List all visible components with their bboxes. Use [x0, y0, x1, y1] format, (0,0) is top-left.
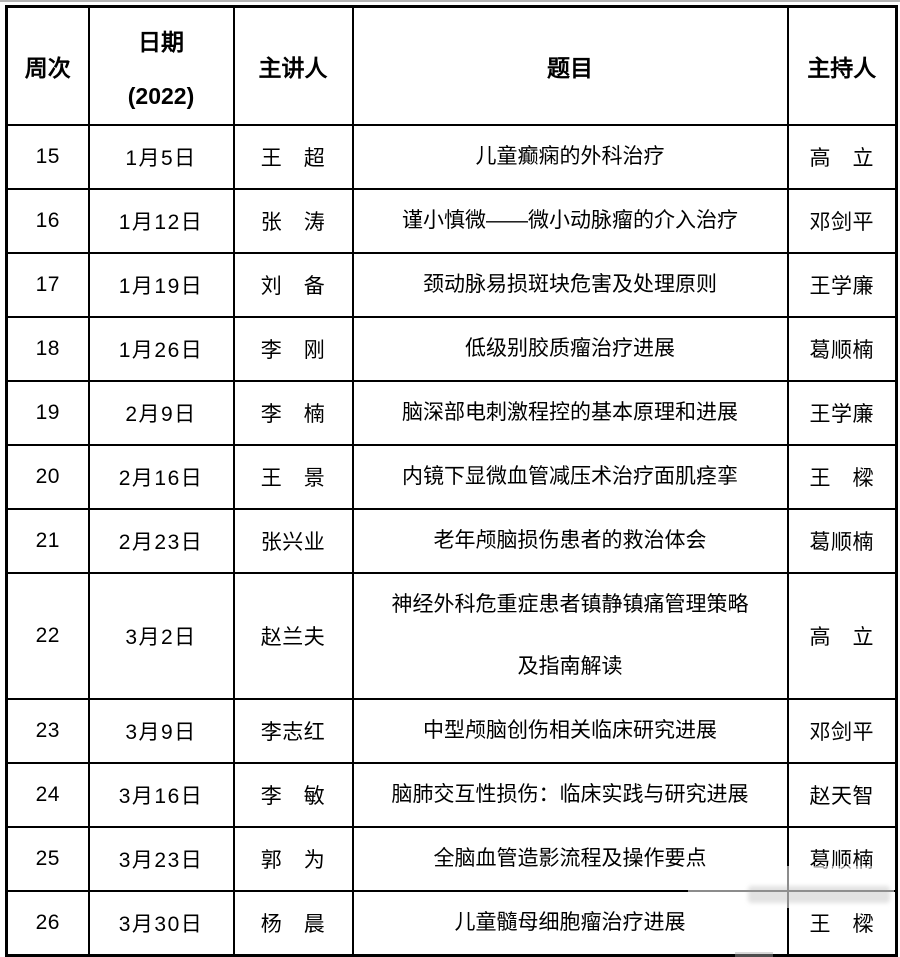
cell-date: 3月9日 [87, 698, 235, 764]
cell-date: 1月12日 [87, 188, 235, 254]
cell-speaker: 杨 晨 [232, 890, 354, 957]
table-row: 21 2月23日 张兴业 老年颅脑损伤患者的救治体会 葛顺楠 [5, 508, 898, 574]
cell-week: 26 [5, 890, 90, 957]
cell-speaker: 李 刚 [232, 316, 354, 382]
table-row: 22 3月2日 赵兰夫 神经外科危重症患者镇静镇痛管理策略 及指南解读高 立 [5, 572, 898, 700]
header-host: 主持人 [786, 5, 898, 126]
cell-host: 邓剑平 [786, 188, 898, 254]
table-row: 26 3月30日杨 晨儿童髓母细胞瘤治疗进展王 樑 [5, 890, 898, 957]
table-row: 16 1月12日张 涛谨小慎微——微小动脉瘤的介入治疗 邓剑平 [5, 188, 898, 254]
header-host-label: 主持人 [807, 55, 877, 81]
cell-date: 3月30日 [87, 890, 235, 957]
cell-title: 儿童髓母细胞瘤治疗进展 [351, 890, 789, 957]
cell-speaker: 张兴业 [232, 508, 354, 574]
cell-host: 王 樑 [786, 890, 898, 957]
cell-speaker: 刘 备 [232, 252, 354, 318]
table-row: 20 2月16日王 景内镜下显微血管减压术治疗面肌痉挛王 樑 [5, 444, 898, 510]
cell-speaker: 李 敏 [232, 762, 354, 828]
cell-date: 1月5日 [87, 124, 235, 190]
cell-speaker: 王 超 [232, 124, 354, 190]
cell-week: 17 [5, 252, 90, 318]
table-row: 24 3月16日李 敏脑肺交互性损伤：临床实践与研究进展 赵天智 [5, 762, 898, 828]
cell-speaker: 李志红 [232, 698, 354, 764]
table-row: 15 1月5日王 超儿童癫痫的外科治疗高 立 [5, 124, 898, 190]
cell-host: 赵天智 [786, 762, 898, 828]
header-date-year: (2022) [127, 82, 195, 109]
header-title: 题目 [351, 5, 789, 126]
header-week: 周次 [5, 5, 90, 126]
cell-title: 谨小慎微——微小动脉瘤的介入治疗 [351, 188, 789, 254]
cell-host: 王学廉 [786, 380, 898, 446]
cell-week: 18 [5, 316, 90, 382]
header-speaker-label: 主讲人 [258, 55, 328, 81]
cell-speaker: 王 景 [232, 444, 354, 510]
cell-date: 2月23日 [87, 508, 235, 574]
cell-date: 2月9日 [87, 380, 235, 446]
cell-title: 中型颅脑创伤相关临床研究进展 [351, 698, 789, 764]
cell-date: 3月23日 [87, 826, 235, 892]
table-row: 23 3月9日 李志红 中型颅脑创伤相关临床研究进展 邓剑平 [5, 698, 898, 764]
header-date-label: 日期 [138, 28, 184, 55]
cell-speaker: 赵兰夫 [232, 572, 354, 700]
cell-host: 王 樑 [786, 444, 898, 510]
cell-week: 16 [5, 188, 90, 254]
header-row: 周次 日期 (2022) 主讲人 题目 主持人 [5, 5, 898, 126]
cell-host: 高 立 [786, 124, 898, 190]
cell-title: 脑肺交互性损伤：临床实践与研究进展 [351, 762, 789, 828]
cell-week: 21 [5, 508, 90, 574]
cell-date: 2月16日 [87, 444, 235, 510]
cell-title: 儿童癫痫的外科治疗 [351, 124, 789, 190]
cell-date: 3月16日 [87, 762, 235, 828]
cell-speaker: 郭 为 [232, 826, 354, 892]
cell-host: 葛顺楠 [786, 316, 898, 382]
cell-week: 23 [5, 698, 90, 764]
table-row: 18 1月26日李 刚低级别胶质瘤治疗进展 葛顺楠 [5, 316, 898, 382]
cell-week: 24 [5, 762, 90, 828]
cell-speaker: 李 楠 [232, 380, 354, 446]
cell-host: 邓剑平 [786, 698, 898, 764]
cell-week: 15 [5, 124, 90, 190]
cell-week: 25 [5, 826, 90, 892]
cell-host: 高 立 [786, 572, 898, 700]
cell-title: 低级别胶质瘤治疗进展 [351, 316, 789, 382]
cell-host: 王学廉 [786, 252, 898, 318]
cell-date: 1月19日 [87, 252, 235, 318]
top-edge-strip [0, 0, 900, 2]
table-row: 25 3月23日郭 为全脑血管造影流程及操作要点 葛顺楠 [5, 826, 898, 892]
table-row: 19 2月9日李 楠脑深部电刺激程控的基本原理和进展 王学廉 [5, 380, 898, 446]
header-title-label: 题目 [547, 55, 593, 81]
cell-speaker: 张 涛 [232, 188, 354, 254]
header-week-label: 周次 [24, 55, 71, 81]
cell-title: 内镜下显微血管减压术治疗面肌痉挛 [351, 444, 789, 510]
cell-title: 老年颅脑损伤患者的救治体会 [351, 508, 789, 574]
cell-week: 20 [5, 444, 90, 510]
cell-title: 神经外科危重症患者镇静镇痛管理策略 及指南解读 [351, 572, 789, 700]
cell-title: 全脑血管造影流程及操作要点 [351, 826, 789, 892]
cell-week: 22 [5, 572, 90, 700]
cell-date: 3月2日 [87, 572, 235, 700]
header-speaker: 主讲人 [232, 5, 354, 126]
header-date: 日期 (2022) [87, 5, 235, 126]
schedule-table: 周次 日期 (2022) 主讲人 题目 主持人 15 1月5日王 超儿童癫痫的外科… [5, 5, 898, 957]
cell-title: 颈动脉易损斑块危害及处理原则 [351, 252, 789, 318]
table-row: 17 1月19日刘 备颈动脉易损斑块危害及处理原则 王学廉 [5, 252, 898, 318]
cell-date: 1月26日 [87, 316, 235, 382]
cell-host: 葛顺楠 [786, 508, 898, 574]
cell-week: 19 [5, 380, 90, 446]
cell-host: 葛顺楠 [786, 826, 898, 892]
cell-title: 脑深部电刺激程控的基本原理和进展 [351, 380, 789, 446]
